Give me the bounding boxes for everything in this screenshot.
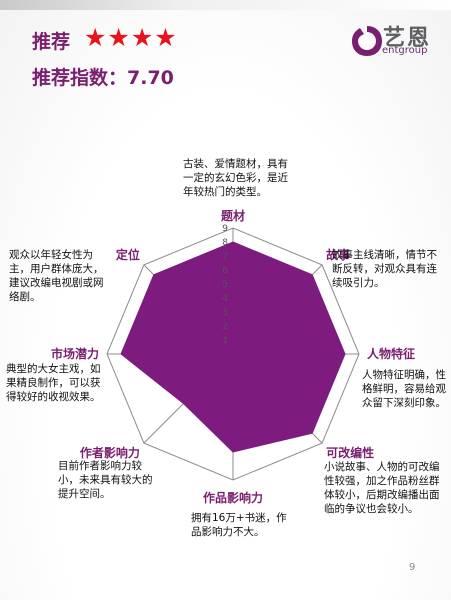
- note-positioning: 观众以年轻女性为主，用户群体庞大，建议改编电视剧或网络剧。: [9, 249, 104, 303]
- radar-tick-label: 2: [222, 322, 228, 332]
- radar-tick-label: 6: [222, 266, 228, 276]
- rating-stars: ★★★★: [84, 23, 178, 52]
- note-work-influence: 拥有16万+书迷，作品影响力不大。: [191, 512, 287, 538]
- entgroup-logo: 艺恩 entgroup: [350, 22, 445, 62]
- radar-axis-label: 题材: [221, 208, 245, 223]
- radar-tick-label: 5: [222, 280, 228, 290]
- note-author-influence: 目前作者影响力较小，未来具有较大的提升空间。: [58, 460, 153, 500]
- logo-chinese-name: 艺恩: [383, 26, 432, 51]
- radar-tick-label: 7: [222, 252, 228, 262]
- note-theme: 古装、爱情题材，具有一定的玄幻色彩，是近年较热门的类型。: [183, 158, 288, 198]
- radar-axis-label: 人物特征: [367, 346, 415, 361]
- logo-english-name: entgroup: [382, 45, 428, 56]
- page-number: 9: [409, 562, 416, 573]
- radar-axis-label: 作者影响力: [80, 445, 140, 460]
- radar-data-area: [120, 241, 346, 453]
- note-market-potential: 典型的大女主戏，如果精良制作，可以获得较好的收视效果。: [6, 363, 101, 403]
- radar-axis-label: 定位: [116, 247, 140, 262]
- radar-tick-label: 9: [222, 224, 228, 234]
- radar-axis-label: 可改编性: [326, 445, 374, 460]
- top-accent-bar: [0, 0, 451, 10]
- radar-axis-label: 市场潜力: [51, 346, 99, 361]
- recommend-index: 推荐指数：7.70: [32, 67, 174, 89]
- radar-tick-label: 1: [222, 336, 228, 346]
- radar-tick-label: 8: [222, 238, 228, 248]
- radar-tick-label: 3: [222, 308, 228, 318]
- radar-axis-label: 故事: [326, 247, 350, 262]
- recommend-label: 推荐: [32, 31, 71, 53]
- radar-axis-label: 作品影响力: [203, 490, 263, 505]
- logo-mark-icon: [352, 26, 382, 56]
- note-characters: 人物特征明确，性格鲜明，容易给观众留下深刻印象。: [362, 369, 446, 409]
- note-story: 故事主线清晰，情节不断反转，对观众具有连续吸引力。: [332, 249, 437, 289]
- radar-tick-label: 4: [222, 294, 228, 304]
- note-adaptability: 小说故事、人物的可改编性较强，加之作品粉丝群体较小，后期改编播出面临的争议也会较…: [324, 461, 440, 515]
